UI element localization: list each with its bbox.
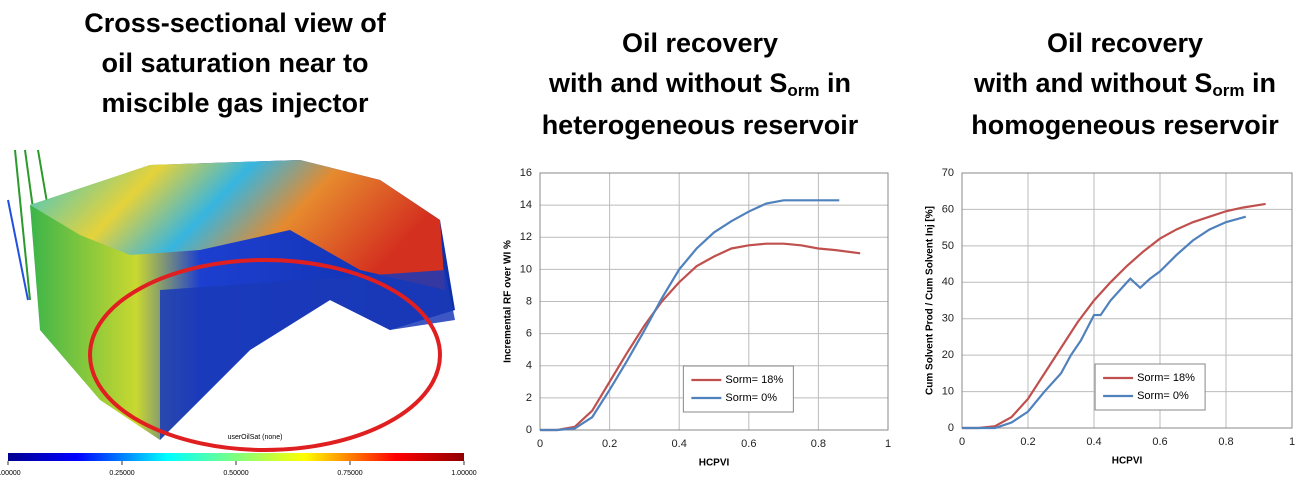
x-tick-label: 0 bbox=[959, 436, 965, 448]
y-tick-label: 4 bbox=[526, 360, 532, 372]
colorbar-tick-label: 0.00000 bbox=[0, 470, 21, 477]
chart-title: with and without Sorm in bbox=[548, 68, 851, 100]
y-tick-label: 8 bbox=[526, 295, 532, 307]
chart-title: Oil recovery bbox=[622, 28, 778, 58]
chart-title: heterogeneous reservoir bbox=[542, 110, 859, 140]
title-subscript: orm bbox=[1212, 81, 1244, 100]
x-tick-label: 0.4 bbox=[1086, 436, 1101, 448]
x-tick-label: 0.6 bbox=[1152, 436, 1167, 448]
x-tick-label: 0.4 bbox=[672, 438, 687, 450]
colorbar-label: userOilSat (none) bbox=[228, 434, 283, 441]
y-tick-label: 2 bbox=[526, 392, 532, 404]
legend-box bbox=[683, 366, 793, 412]
chart-title: with and without Sorm in bbox=[973, 68, 1276, 100]
y-tick-label: 0 bbox=[526, 424, 532, 436]
x-axis-label: HCPVI bbox=[1112, 456, 1143, 467]
x-tick-label: 0.2 bbox=[1020, 436, 1035, 448]
x-axis-label: HCPVI bbox=[699, 458, 730, 469]
y-tick-label: 20 bbox=[942, 349, 954, 361]
title-subscript: orm bbox=[787, 81, 819, 100]
x-tick-label: 0.2 bbox=[602, 438, 617, 450]
colorbar-tick-label: 0.50000 bbox=[223, 470, 248, 477]
title-text: with and without S bbox=[973, 68, 1212, 98]
y-tick-label: 60 bbox=[942, 203, 954, 215]
legend-label: Sorm= 0% bbox=[725, 392, 777, 404]
page: Cross-sectional view of oil saturation ne… bbox=[0, 0, 1311, 486]
y-tick-label: 12 bbox=[520, 231, 532, 243]
chart-title: homogeneous reservoir bbox=[971, 110, 1279, 140]
title-text: in bbox=[820, 68, 852, 98]
panel-title: Cross-sectional view of bbox=[84, 8, 387, 38]
y-tick-label: 10 bbox=[520, 263, 532, 275]
legend-label: Sorm= 18% bbox=[1137, 372, 1195, 384]
colorbar-tick-label: 0.75000 bbox=[337, 470, 362, 477]
chart-title: Oil recovery bbox=[1047, 28, 1203, 58]
y-tick-label: 14 bbox=[520, 199, 532, 211]
legend-box bbox=[1095, 364, 1205, 410]
x-tick-label: 0.8 bbox=[811, 438, 826, 450]
colorbar-tick-label: 0.25000 bbox=[109, 470, 134, 477]
x-tick-label: 0.8 bbox=[1218, 436, 1233, 448]
y-tick-label: 30 bbox=[942, 313, 954, 325]
y-tick-label: 0 bbox=[948, 422, 954, 434]
title-text: with and without S bbox=[548, 68, 787, 98]
legend-label: Sorm= 18% bbox=[725, 374, 783, 386]
y-axis-label: Cum Solvent Prod / Cum Solvent Inj [%] bbox=[925, 206, 936, 395]
y-tick-label: 70 bbox=[942, 167, 954, 179]
panel-title: oil saturation near to bbox=[101, 48, 368, 78]
panel-title: miscible gas injector bbox=[101, 88, 369, 118]
reservoir-image bbox=[8, 150, 464, 461]
x-tick-label: 0 bbox=[537, 438, 543, 450]
title-text: in bbox=[1245, 68, 1277, 98]
y-tick-label: 10 bbox=[942, 385, 954, 397]
x-tick-label: 0.6 bbox=[741, 438, 756, 450]
x-tick-label: 1 bbox=[1289, 436, 1295, 448]
y-tick-label: 16 bbox=[520, 167, 532, 179]
y-tick-label: 50 bbox=[942, 240, 954, 252]
y-axis-label: Incremental RF over WI % bbox=[503, 240, 514, 363]
y-tick-label: 6 bbox=[526, 328, 532, 340]
x-tick-label: 1 bbox=[885, 438, 891, 450]
legend-label: Sorm= 0% bbox=[1137, 390, 1189, 402]
y-tick-label: 40 bbox=[942, 276, 954, 288]
colorbar-tick-label: 1.00000 bbox=[451, 470, 476, 477]
